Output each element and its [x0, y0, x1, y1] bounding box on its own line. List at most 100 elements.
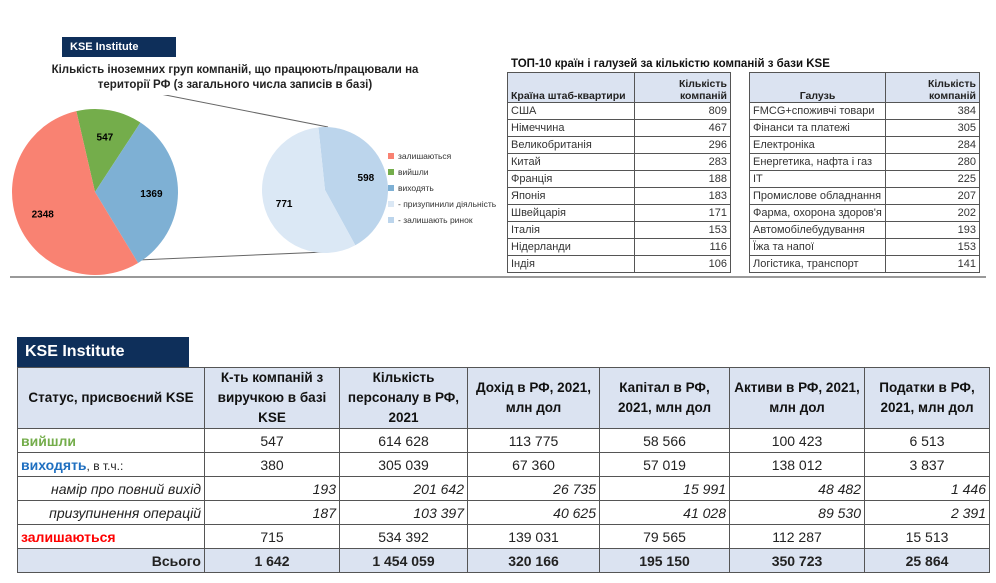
value-cell: 67 360 — [467, 452, 600, 477]
legend-item: виходять — [388, 180, 496, 196]
table-row: Японія 183 — [507, 187, 731, 205]
pie-data-label: 547 — [97, 132, 114, 143]
column-header: Активи в РФ, 2021, млн дол — [729, 367, 865, 429]
value-cell: 40 625 — [467, 500, 600, 525]
pie-slice — [318, 126, 389, 246]
name-cell: IT — [749, 170, 886, 188]
pie-chart-title: Кількість іноземних груп компаній, що пр… — [51, 64, 419, 91]
pie-data-label: 2348 — [32, 209, 55, 220]
table-row: Швейцарія 171 — [507, 204, 731, 222]
value-cell: 1 446 — [864, 476, 990, 501]
name-cell: Енергетика, нафта і газ — [749, 153, 886, 171]
table-row: вийшли 547 614 628 113 775 58 566 100 423 6 51… — [17, 428, 990, 453]
count-cell: 467 — [634, 119, 731, 137]
value-cell: 15 513 — [864, 524, 990, 549]
value-cell: 6 513 — [864, 428, 990, 453]
value-cell: 139 031 — [467, 524, 600, 549]
value-cell: 380 — [204, 452, 340, 477]
value-cell: 320 166 — [467, 548, 600, 573]
pie-slice — [76, 109, 141, 192]
value-cell: 103 397 — [339, 500, 468, 525]
total-row: Всього 1 642 1 454 059 320 166 195 150 350 72… — [17, 548, 990, 573]
name-cell: Великобританія — [507, 136, 635, 154]
value-cell: 15 991 — [599, 476, 730, 501]
count-cell: 283 — [634, 153, 731, 171]
column-header: К-ть компаній з виручкою в базі KSE — [204, 367, 340, 429]
table-row: Автомобілебудування 193 — [749, 221, 980, 239]
top10-title: ТОП-10 країн і галузей за кількістю комп… — [511, 58, 830, 70]
legend-item: вийшли — [388, 164, 496, 180]
legend-label: вийшли — [398, 167, 429, 177]
name-cell: Італія — [507, 221, 635, 239]
value-cell: 113 775 — [467, 428, 600, 453]
status-label: виходять — [21, 456, 87, 473]
value-cell: 89 530 — [729, 500, 865, 525]
value-cell: 58 566 — [599, 428, 730, 453]
pie-data-label: 598 — [358, 173, 375, 184]
count-cell: 202 — [885, 204, 980, 222]
legend-label: виходять — [398, 183, 434, 193]
name-cell: Автомобілебудування — [749, 221, 886, 239]
value-cell: 350 723 — [729, 548, 865, 573]
name-cell: Нідерланди — [507, 238, 635, 256]
count-cell: 116 — [634, 238, 731, 256]
status-table: Статус, присвоєний KSE К-ть компаній з ви… — [17, 367, 990, 573]
status-label: Всього — [151, 552, 201, 569]
legend-item: - залишають ринок — [388, 212, 496, 228]
name-cell: Їжа та напої — [749, 238, 886, 256]
count-cell: 225 — [885, 170, 980, 188]
name-cell: Фінанси та платежі — [749, 119, 886, 137]
count-cell: 193 — [885, 221, 980, 239]
countries-table: Країна штаб-квартири Кількість компаній СШ… — [507, 72, 731, 273]
legend-item: залишаються — [388, 148, 496, 164]
column-header: Кількість персоналу в РФ, 2021 — [339, 367, 468, 429]
value-cell: 100 423 — [729, 428, 865, 453]
count-cell: 296 — [634, 136, 731, 154]
divider — [10, 276, 986, 278]
count-cell: 153 — [885, 238, 980, 256]
status-cell: намір про повний вихід — [17, 476, 205, 501]
table-row: Китай 283 — [507, 153, 731, 171]
connector-line — [162, 95, 329, 128]
column-header: Податки в РФ, 2021, млн дол — [864, 367, 990, 429]
kse-institute-badge: KSE Institute — [17, 337, 189, 368]
table-row: США 809 — [507, 102, 731, 120]
table-row: Німеччина 467 — [507, 119, 731, 137]
table-row: FMCG+споживчі товари 384 — [749, 102, 980, 120]
value-cell: 138 012 — [729, 452, 865, 477]
pie-legend: залишаються вийшли виходять - призупинили д… — [388, 148, 496, 228]
value-cell: 187 — [204, 500, 340, 525]
value-cell: 48 482 — [729, 476, 865, 501]
table-row: Італія 153 — [507, 221, 731, 239]
value-cell: 3 837 — [864, 452, 990, 477]
table-row: Фарма, охорона здоров'я 202 — [749, 204, 980, 222]
name-cell: Промислове обладнання — [749, 187, 886, 205]
value-cell: 41 028 — [599, 500, 730, 525]
pie-data-label: 1369 — [140, 189, 163, 200]
table-row: Логістика, транспорт 141 — [749, 255, 980, 273]
name-cell: Електроніка — [749, 136, 886, 154]
name-cell: Японія — [507, 187, 635, 205]
status-cell: залишаються — [17, 524, 205, 549]
name-cell: Китай — [507, 153, 635, 171]
value-cell: 26 735 — [467, 476, 600, 501]
table-row: залишаються 715 534 392 139 031 79 565 112 28… — [17, 524, 990, 549]
value-cell: 715 — [204, 524, 340, 549]
count-cell: 305 — [885, 119, 980, 137]
name-cell: Німеччина — [507, 119, 635, 137]
table-row: Великобританія 296 — [507, 136, 731, 154]
count-cell: 106 — [634, 255, 731, 273]
count-cell: 183 — [634, 187, 731, 205]
value-cell: 1 454 059 — [339, 548, 468, 573]
status-suffix: , в т.ч.: — [86, 458, 124, 473]
connector-line — [137, 251, 326, 261]
count-cell: 284 — [885, 136, 980, 154]
status-label: вийшли — [21, 432, 76, 449]
status-cell: призупинення операцій — [17, 500, 205, 525]
table-row: Енергетика, нафта і газ 280 — [749, 153, 980, 171]
table-row: Індія 106 — [507, 255, 731, 273]
value-cell: 57 019 — [599, 452, 730, 477]
value-cell: 534 392 — [339, 524, 468, 549]
status-label: залишаються — [21, 528, 116, 545]
value-cell: 195 150 — [599, 548, 730, 573]
